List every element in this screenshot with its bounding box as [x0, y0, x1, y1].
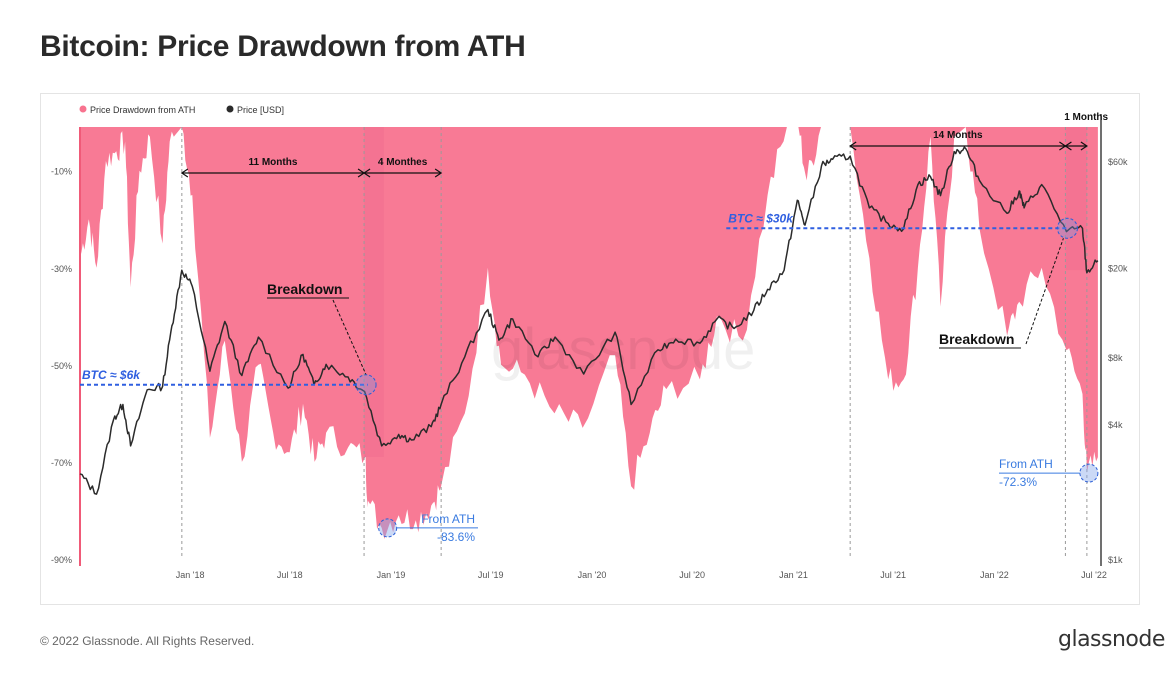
y-left-tick-label: -50%: [51, 361, 72, 371]
x-tick-label: Jul '18: [277, 570, 303, 580]
x-tick-label: Jan '18: [176, 570, 205, 580]
level-6k-label: BTC ≈ $6k: [82, 368, 141, 382]
x-tick-label: Jan '21: [779, 570, 808, 580]
drawdown-series: [80, 127, 1098, 539]
span-arrow-left: [180, 168, 189, 178]
breakdown-marker: [355, 374, 377, 396]
ath-label: From ATH: [421, 512, 475, 526]
span-arrow-right: [1080, 141, 1088, 151]
drawdown-area: [80, 127, 1098, 539]
legend-marker: [79, 105, 87, 113]
breakdown-label-2022: Breakdown: [939, 331, 1014, 347]
breakdown-pointer: [1025, 238, 1064, 345]
y-left-tick-label: -90%: [51, 555, 72, 565]
ath-marker: [378, 518, 398, 538]
price-levels: BTC ≈ $6k BTC ≈ $30k: [80, 211, 1069, 386]
y-right-tick-label: $20k: [1108, 264, 1128, 274]
chart-frame: glassnode BTC ≈ $6k BTC ≈ $30k 11 Months 4…: [40, 93, 1140, 605]
ath-marker: [1079, 463, 1099, 483]
span-label: 14 Months: [933, 130, 983, 141]
ath-value: -83.6%: [437, 530, 475, 544]
vertical-markers: [79, 127, 1088, 566]
y-left-tick-label: -30%: [51, 264, 72, 274]
copyright-text: © 2022 Glassnode. All Rights Reserved.: [40, 634, 255, 648]
span-arrow-left: [1064, 141, 1072, 151]
legend-label: Price [USD]: [237, 105, 284, 115]
x-tick-label: Jul '19: [478, 570, 504, 580]
price-series: [79, 146, 1099, 495]
x-tick-label: Jan '19: [377, 570, 406, 580]
brand-logo[interactable]: glassnode: [1058, 627, 1165, 652]
y-left-tick-label: -70%: [51, 458, 72, 468]
breakdown-marker: [1056, 217, 1078, 239]
span-arrow-right: [434, 168, 443, 178]
legend-label: Price Drawdown from ATH: [90, 105, 195, 115]
span-label: 4 Monthes: [378, 157, 428, 168]
annotations: Breakdown Breakdown From ATH -83.6% From ATH…: [267, 217, 1099, 544]
axes: -10% -30% -50% -70% -90% $60k $20k $8k $4k $1k Jan…: [51, 114, 1128, 580]
y-right-tick-label: $60k: [1108, 157, 1128, 167]
x-tick-label: Jan '22: [980, 570, 1009, 580]
x-tick-label: Jan '20: [578, 570, 607, 580]
x-tick-label: Jul '21: [880, 570, 906, 580]
page-title: Bitcoin: Price Drawdown from ATH: [40, 30, 526, 63]
breakdown-label-2018: Breakdown: [267, 281, 342, 297]
legend-marker: [226, 105, 234, 113]
span-arrow-left: [362, 168, 371, 178]
breakdown-pointer: [332, 299, 367, 375]
x-tick-label: Jul '20: [679, 570, 705, 580]
ath-value: -72.3%: [999, 475, 1037, 489]
time-spans: 11 Months 4 Monthes 14 Months 1 Months: [180, 112, 1109, 178]
span-label: 11 Months: [249, 157, 298, 168]
level-30k-label: BTC ≈ $30k: [728, 211, 794, 225]
ath-label: From ATH: [999, 457, 1053, 471]
price-line: [79, 146, 1099, 495]
span-label: 1 Months: [1064, 112, 1108, 123]
y-right-tick-label: $8k: [1108, 353, 1123, 363]
chart-legend: Price Drawdown from ATH Price [USD]: [79, 105, 284, 115]
y-left-tick-label: -10%: [51, 167, 72, 177]
y-right-tick-label: $4k: [1108, 420, 1123, 430]
x-tick-label: Jul '22: [1081, 570, 1107, 580]
y-right-tick-label: $1k: [1108, 555, 1123, 565]
span-arrow-left: [849, 141, 857, 151]
